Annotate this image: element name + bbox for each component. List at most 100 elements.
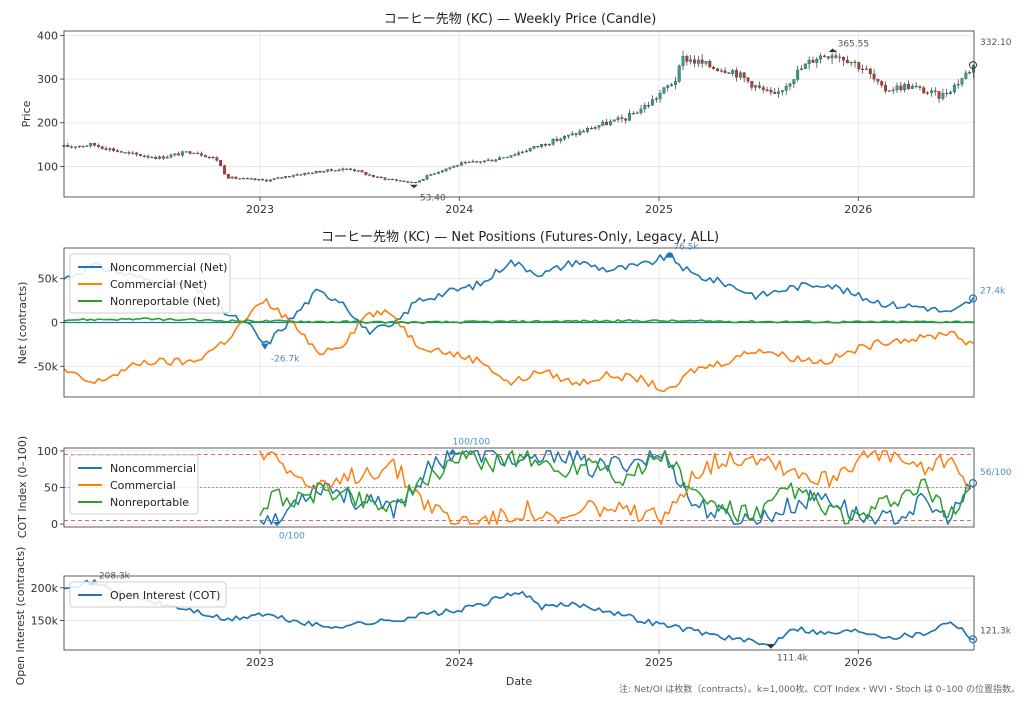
candle-body [544,144,547,146]
candle-body [524,150,528,153]
candle-body [540,144,544,147]
candle-body [880,81,884,86]
candle-body [505,156,509,159]
candle-body [670,84,674,86]
candle-body [238,178,242,180]
candle-body [700,59,704,64]
candle-body [532,146,536,149]
candle-body [769,89,773,93]
candle-body [937,91,941,99]
candle-body [215,157,219,161]
candle-body [66,145,70,148]
candle-body [490,159,494,162]
candle-body [421,179,425,181]
candle-body [226,174,230,179]
candle-body [857,62,861,70]
candle-body [77,145,81,148]
candle-body [693,59,696,64]
cot-index-panel: COT Index (0–100) 100 50 0 100/100 0/100 56/… [16,436,1012,541]
max-marker [448,448,457,454]
candle-body [391,178,395,181]
price-panel: コーヒー先物 (KC) — Weekly Price (Candle) Pric… [20,12,1012,216]
footnote: 注: Net/OI は枚数（contracts）。k=1,000枚。COT In… [619,683,1020,695]
candle-body [738,72,742,78]
candle-body [566,134,570,137]
candle-body [559,138,563,141]
candle-body [402,180,406,182]
min-marker [272,521,281,527]
candle-body [914,85,918,88]
candle-body [754,85,758,88]
candle-body [750,81,754,88]
candle-body [666,85,670,88]
candle-body [949,91,952,94]
candle-body [907,84,910,89]
min-label: 53.40 [420,193,446,203]
candle-body [211,156,215,159]
candle-body [196,152,200,154]
price-ylabel: Price [20,100,33,127]
candle-body [482,160,486,163]
candle-body [299,174,303,176]
candle-body [448,167,452,169]
candle-body [792,79,796,84]
candle-body [895,85,899,91]
legend-box [69,581,227,608]
min-marker [260,343,269,350]
candle-body [788,83,792,87]
candle-body [379,176,383,178]
candle-body [574,133,578,135]
candle-body [188,151,192,154]
candle-body [142,155,146,157]
candle-body [406,181,410,183]
candle-body [265,179,268,182]
candle-body [463,162,467,164]
candle-body [81,145,85,147]
candle-body [341,168,345,171]
candle-body [773,92,777,94]
candle-body [295,174,299,176]
max-marker [828,48,837,52]
candle-body [200,153,204,156]
legend-box [69,454,199,515]
candle-body [815,58,819,63]
cot-series-line [259,450,972,525]
legend-label: Commercial (Net) [110,278,207,291]
candle-body [712,67,716,69]
candle-body [123,152,127,154]
candle-body [257,179,261,181]
candle-body [314,171,318,174]
candle-body [933,90,937,92]
candle-body [326,169,330,172]
x-tick-label: 2023 [246,203,274,216]
candle-body [784,86,788,91]
candle-body [952,84,956,93]
candle-body [926,92,930,94]
candle-body [498,157,502,160]
candle-body [169,154,173,158]
candle-body [834,55,838,58]
candle-body [307,172,311,174]
candle-body [116,150,119,152]
y-tick-label: 200k [31,582,59,595]
candle-body [276,177,280,179]
candle-body [433,173,437,175]
candle-body [765,89,769,91]
candle-body [830,55,834,59]
candle-body [884,85,888,92]
x-tick-label: 2025 [645,656,673,669]
candle-body [635,112,639,114]
candle-body [517,152,521,155]
candle-body [394,179,398,181]
candle-body [876,78,880,82]
candle-body [330,169,333,171]
candle-body [704,61,708,64]
candle-body [956,84,960,86]
candle-body [108,148,112,150]
net-ylabel: Net (contracts) [16,282,29,365]
x-tick-label: 2026 [844,656,872,669]
candle-body [968,72,972,74]
candle-body [800,68,803,71]
y-tick-label: 100 [37,160,58,173]
